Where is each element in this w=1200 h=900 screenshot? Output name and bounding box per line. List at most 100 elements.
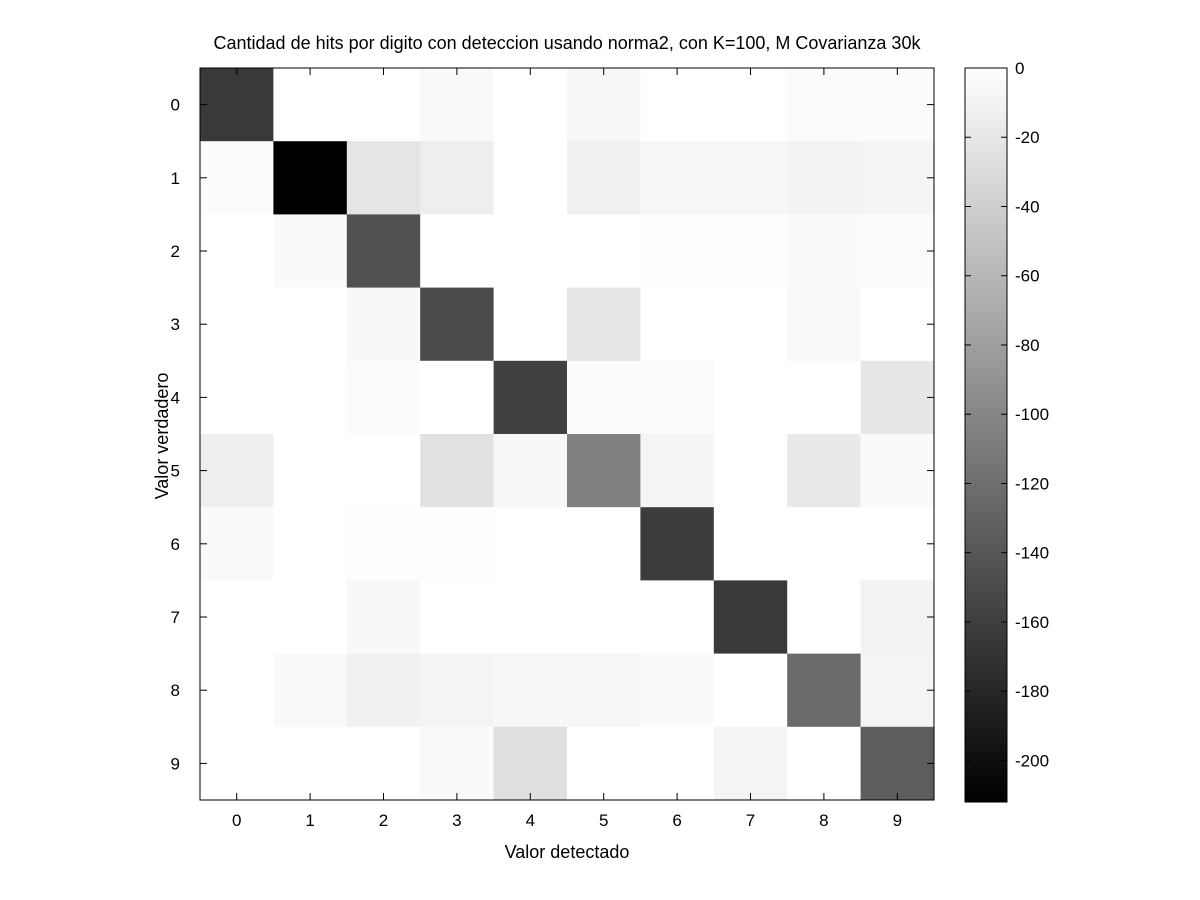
- colorbar-tick-label: -200: [1015, 751, 1049, 770]
- heatmap-cell: [567, 507, 641, 581]
- heatmap-cell: [273, 726, 348, 801]
- x-tick-label: 5: [599, 811, 608, 830]
- colorbar-tick-label: -100: [1015, 405, 1049, 424]
- heatmap-cell: [493, 68, 568, 142]
- heatmap-cells: [200, 68, 935, 801]
- heatmap-cell: [273, 580, 348, 655]
- heatmap-cell: [860, 214, 935, 289]
- x-tick-label: 4: [526, 811, 535, 830]
- heatmap-cell: [787, 507, 862, 581]
- heatmap-cell: [640, 507, 715, 581]
- heatmap-cell: [787, 360, 862, 435]
- x-tick-label: 6: [672, 811, 681, 830]
- heatmap-cell: [420, 68, 495, 142]
- heatmap-cell: [640, 360, 715, 435]
- heatmap-cell: [493, 287, 568, 362]
- heatmap-cell: [273, 507, 348, 581]
- y-tick-label: 2: [171, 242, 180, 261]
- axis-ticks: 0 1 2 3 4 5 6 7 8 9 0 1 2 3 4 5 6 7 8 9: [171, 68, 934, 830]
- x-tick-label: 8: [819, 811, 828, 830]
- heatmap-cell: [860, 287, 935, 362]
- heatmap-cell: [713, 68, 788, 142]
- heatmap-cell: [860, 434, 935, 508]
- heatmap-cell: [713, 580, 788, 655]
- y-tick-label: 8: [171, 681, 180, 700]
- heatmap-cell: [787, 141, 862, 215]
- heatmap-cell: [346, 214, 421, 289]
- y-tick-label: 0: [171, 96, 180, 115]
- heatmap-cell: [713, 214, 788, 289]
- y-tick-label: 3: [171, 315, 180, 334]
- heatmap-cell: [420, 287, 495, 362]
- heatmap-cell: [273, 434, 348, 508]
- heatmap-cell: [420, 507, 495, 581]
- y-tick-label: 9: [171, 754, 180, 773]
- heatmap-cell: [640, 653, 715, 728]
- heatmap-cell: [493, 141, 568, 215]
- heatmap-cell: [420, 653, 495, 728]
- heatmap-cell: [640, 726, 715, 801]
- heatmap-cell: [493, 580, 568, 655]
- heatmap-cell: [200, 141, 274, 215]
- heatmap-cell: [713, 653, 788, 728]
- heatmap-cell: [860, 653, 935, 728]
- heatmap-cell: [420, 580, 495, 655]
- heatmap-cell: [567, 434, 641, 508]
- heatmap-cell: [346, 360, 421, 435]
- colorbar-tick-label: -140: [1015, 544, 1049, 563]
- heatmap-cell: [200, 68, 274, 142]
- heatmap-cell: [420, 726, 495, 801]
- colorbar-tick-label: -20: [1015, 128, 1040, 147]
- heatmap-cell: [567, 214, 641, 289]
- colorbar-tick-label: -80: [1015, 336, 1040, 355]
- x-axis-label: Valor detectado: [505, 842, 630, 862]
- heatmap-cell: [273, 214, 348, 289]
- x-tick-label: 3: [452, 811, 461, 830]
- heatmap-cell: [713, 726, 788, 801]
- heatmap-cell: [860, 68, 935, 142]
- heatmap-cell: [860, 507, 935, 581]
- heatmap-cell: [420, 141, 495, 215]
- heatmap-cell: [787, 434, 862, 508]
- heatmap-cell: [346, 580, 421, 655]
- heatmap-cell: [787, 653, 862, 728]
- heatmap-cell: [567, 141, 641, 215]
- heatmap-cell: [200, 653, 274, 728]
- heatmap-cell: [567, 653, 641, 728]
- heatmap-cell: [713, 287, 788, 362]
- heatmap-cell: [493, 214, 568, 289]
- heatmap-cell: [640, 214, 715, 289]
- heatmap-cell: [346, 434, 421, 508]
- heatmap-cell: [640, 287, 715, 362]
- y-tick-label: 1: [171, 169, 180, 188]
- y-tick-label: 5: [171, 462, 180, 481]
- colorbar-tick-label: -180: [1015, 682, 1049, 701]
- heatmap-cell: [787, 214, 862, 289]
- y-axis-label: Valor verdadero: [152, 373, 172, 500]
- heatmap-cell: [787, 287, 862, 362]
- heatmap-cell: [420, 360, 495, 435]
- heatmap-cell: [273, 68, 348, 142]
- y-tick-label: 7: [171, 608, 180, 627]
- heatmap-cell: [567, 287, 641, 362]
- x-tick-label: 1: [305, 811, 314, 830]
- heatmap-cell: [200, 287, 274, 362]
- heatmap-cell: [713, 434, 788, 508]
- heatmap-cell: [493, 653, 568, 728]
- heatmap-cell: [567, 726, 641, 801]
- heatmap-cell: [787, 726, 862, 801]
- x-tick-label: 0: [232, 811, 241, 830]
- heatmap-cell: [200, 434, 274, 508]
- heatmap-cell: [200, 507, 274, 581]
- heatmap-cell: [640, 141, 715, 215]
- y-tick-label: 4: [171, 388, 180, 407]
- y-tick-label: 6: [171, 535, 180, 554]
- heatmap-cell: [787, 68, 862, 142]
- heatmap-cell: [640, 434, 715, 508]
- colorbar-tick-label: -160: [1015, 613, 1049, 632]
- heatmap-cell: [200, 360, 274, 435]
- heatmap-cell: [860, 141, 935, 215]
- heatmap-cell: [567, 580, 641, 655]
- heatmap-cell: [273, 653, 348, 728]
